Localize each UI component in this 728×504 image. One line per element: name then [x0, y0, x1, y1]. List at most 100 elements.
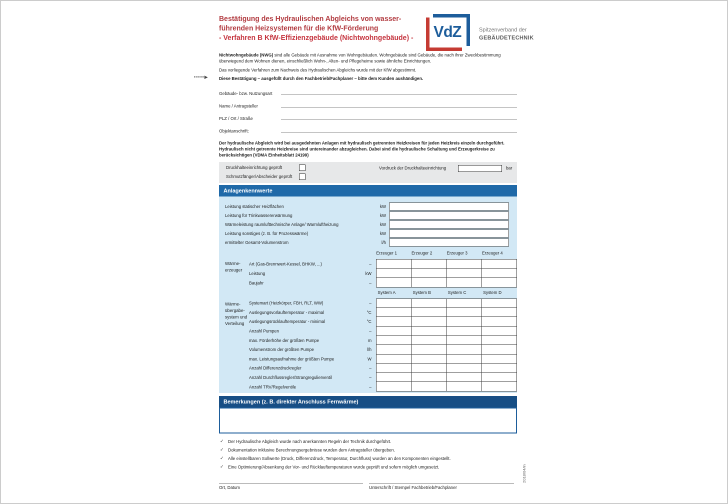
value-cell[interactable]	[411, 335, 447, 345]
kennwert-input[interactable]	[389, 220, 509, 229]
address-fields: Gebäude- bzw. Nutzungsart Name / Antrags…	[219, 84, 517, 134]
value-cell[interactable]	[446, 299, 482, 308]
system-row: Volumenstrom der größten Pumpe l/h	[219, 344, 517, 355]
field-input-line[interactable]	[281, 94, 517, 95]
system-row-cells	[376, 382, 517, 392]
system-row-label: Anzahl TRV/Regelventile	[249, 384, 297, 390]
kennwert-label: Leistung sonstiges (z. B. für Prozesswär…	[225, 231, 309, 236]
system-row: Auslegungsrücklauftemperatur - minimal °…	[219, 317, 517, 327]
value-cell[interactable]	[481, 278, 517, 287]
value-cell[interactable]	[446, 268, 482, 278]
value-cell[interactable]	[446, 354, 482, 364]
value-cell[interactable]	[411, 259, 447, 268]
value-cell[interactable]	[481, 382, 517, 391]
value-cell[interactable]	[376, 326, 412, 336]
form-field-row: Name / Antragsteller	[219, 97, 517, 110]
value-cell[interactable]	[446, 372, 482, 382]
value-cell[interactable]	[411, 307, 447, 317]
value-cell[interactable]	[411, 372, 447, 382]
value-cell[interactable]	[481, 307, 517, 317]
schmutzfaenger-checkbox[interactable]	[299, 173, 306, 180]
intro-paragraph-kfw: Das vorliegende Verfahren zum Nachweis d…	[219, 67, 417, 73]
value-cell[interactable]	[411, 382, 447, 391]
value-cell[interactable]	[411, 299, 447, 308]
value-cell[interactable]	[376, 307, 412, 317]
signature-line-date[interactable]	[219, 483, 363, 484]
value-cell[interactable]	[481, 259, 517, 268]
value-cell[interactable]	[481, 344, 517, 354]
field-input-line[interactable]	[281, 132, 517, 133]
value-cell[interactable]	[376, 278, 412, 287]
kennwert-input[interactable]	[389, 211, 509, 220]
value-cell[interactable]	[376, 259, 412, 268]
erzeuger-row-label: Baujahr	[249, 280, 264, 286]
value-cell[interactable]	[481, 317, 517, 326]
kennwert-input[interactable]	[389, 238, 509, 247]
confirmation-text: Eine Optimierung/Absenkung der Vor- und …	[228, 464, 440, 470]
kennwert-input[interactable]	[389, 229, 509, 238]
erzeuger-row-cells	[376, 278, 517, 288]
org-subtitle: Spitzenverband der	[479, 27, 527, 33]
field-input-line[interactable]	[281, 107, 517, 108]
value-cell[interactable]	[446, 278, 482, 287]
value-cell[interactable]	[446, 317, 482, 326]
value-cell[interactable]	[376, 335, 412, 345]
value-cell[interactable]	[446, 326, 482, 336]
value-cell[interactable]	[446, 363, 482, 373]
value-cell[interactable]	[446, 259, 482, 268]
system-row: Anzahl TRV/Regelventile –	[219, 382, 517, 392]
field-input-line[interactable]	[281, 119, 517, 120]
value-cell[interactable]	[481, 335, 517, 345]
value-cell[interactable]	[446, 335, 482, 345]
value-cell[interactable]	[481, 372, 517, 382]
value-cell[interactable]	[376, 382, 412, 391]
erzeuger-row-label: Leistung	[249, 270, 266, 276]
system-row-unit: W	[367, 356, 372, 362]
org-name: GEBÄUDETECHNIK	[479, 35, 534, 41]
page-title: Bestätigung des Hydraulischen Abgleichs …	[219, 14, 424, 43]
signature-line-stamp[interactable]	[369, 483, 514, 484]
erzeuger-row-label: Art (Gas-Brennwert-Kessel, BHKW, ...)	[249, 261, 322, 267]
section-header-anlagenkennwerte: Anlagenkennwerte	[219, 185, 517, 197]
value-cell[interactable]	[481, 354, 517, 364]
value-cell[interactable]	[376, 354, 412, 364]
confirmation-text: Alle einstellbaren Sollwerte (Druck, Dif…	[228, 455, 451, 461]
kennwert-label: Wärmeleistung raumlufttechnische Anlage/…	[225, 222, 339, 227]
system-row: Systemart (Heizkörper, FBH, RLT, WW) –	[219, 298, 517, 308]
value-cell[interactable]	[481, 363, 517, 373]
value-cell[interactable]	[481, 268, 517, 278]
system-column-header: System D	[483, 290, 502, 295]
erzeuger-row-cells	[376, 259, 517, 269]
kennwert-unit: l/h	[381, 240, 386, 245]
value-cell[interactable]	[376, 372, 412, 382]
erzeuger-row: Art (Gas-Brennwert-Kessel, BHKW, ...) –	[219, 259, 517, 269]
value-cell[interactable]	[411, 363, 447, 373]
value-cell[interactable]	[411, 317, 447, 326]
kennwert-input[interactable]	[389, 202, 509, 211]
field-label: Objektanschrift:	[219, 128, 249, 134]
value-cell[interactable]	[411, 344, 447, 354]
erzeuger-row: Baujahr –	[219, 278, 517, 288]
vordruck-input[interactable]	[458, 165, 502, 172]
erzeuger-row-unit: kW	[365, 270, 372, 276]
value-cell[interactable]	[411, 354, 447, 364]
value-cell[interactable]	[376, 268, 412, 278]
value-cell[interactable]	[481, 299, 517, 308]
value-cell[interactable]	[481, 326, 517, 336]
group-label-waermeerzeuger: Wärme-erzeuger	[225, 261, 242, 274]
value-cell[interactable]	[376, 344, 412, 354]
value-cell[interactable]	[446, 344, 482, 354]
kennwert-unit: kW	[379, 231, 386, 236]
druckhalteeinrichtung-checkbox[interactable]	[299, 164, 306, 171]
value-cell[interactable]	[411, 278, 447, 287]
value-cell[interactable]	[376, 363, 412, 373]
value-cell[interactable]	[446, 307, 482, 317]
bemerkungen-textarea[interactable]	[219, 407, 517, 434]
value-cell[interactable]	[411, 268, 447, 278]
value-cell[interactable]	[446, 382, 482, 391]
kennwert-label: Leistung statischer Heizflächen	[225, 204, 284, 209]
value-cell[interactable]	[411, 326, 447, 336]
value-cell[interactable]	[376, 299, 412, 308]
value-cell[interactable]	[376, 317, 412, 326]
system-row: max. Leistungsaufnahme der größten Pumpe…	[219, 354, 517, 364]
